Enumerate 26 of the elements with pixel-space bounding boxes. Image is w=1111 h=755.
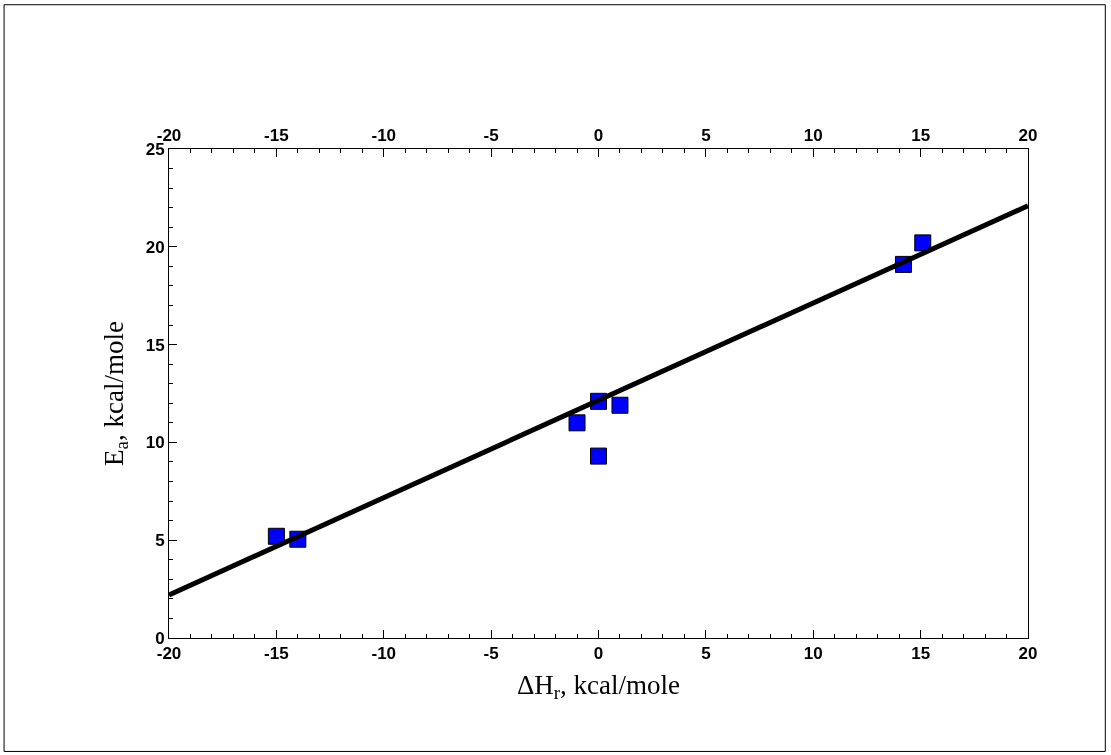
x-tick-label: 10	[803, 126, 823, 146]
y-tick-label: 5	[155, 531, 165, 551]
x2-tick-label: 10	[803, 644, 823, 664]
point	[590, 447, 607, 465]
x-tick-label: 5	[701, 126, 711, 146]
x2-tick-label: -5	[483, 644, 499, 664]
x-tick-label: 15	[911, 126, 931, 146]
x-tick-label: -5	[483, 126, 499, 146]
x2-tick-label: 5	[701, 644, 711, 664]
x-tick-label: 0	[593, 126, 604, 146]
point	[611, 396, 629, 414]
y-tick-label: 15	[145, 335, 165, 355]
point	[267, 527, 285, 545]
point	[914, 234, 932, 252]
x2-tick-label: 0	[593, 644, 604, 664]
x2-tick-label: 20	[1018, 644, 1038, 664]
x-tick-label: 20	[1018, 126, 1038, 146]
y-tick-label: 20	[145, 237, 165, 257]
x-axis-title: ΔH$_{r}$, kcal/mole	[516, 669, 681, 704]
x2-tick-label: -15	[264, 644, 289, 664]
x-tick-label: -15	[264, 126, 289, 146]
x-tick-label: -10	[371, 126, 397, 146]
point	[568, 414, 586, 432]
y-tick-label: 10	[145, 433, 165, 453]
x2-tick-label: 15	[911, 644, 931, 664]
x2-tick-label: -10	[371, 644, 397, 664]
